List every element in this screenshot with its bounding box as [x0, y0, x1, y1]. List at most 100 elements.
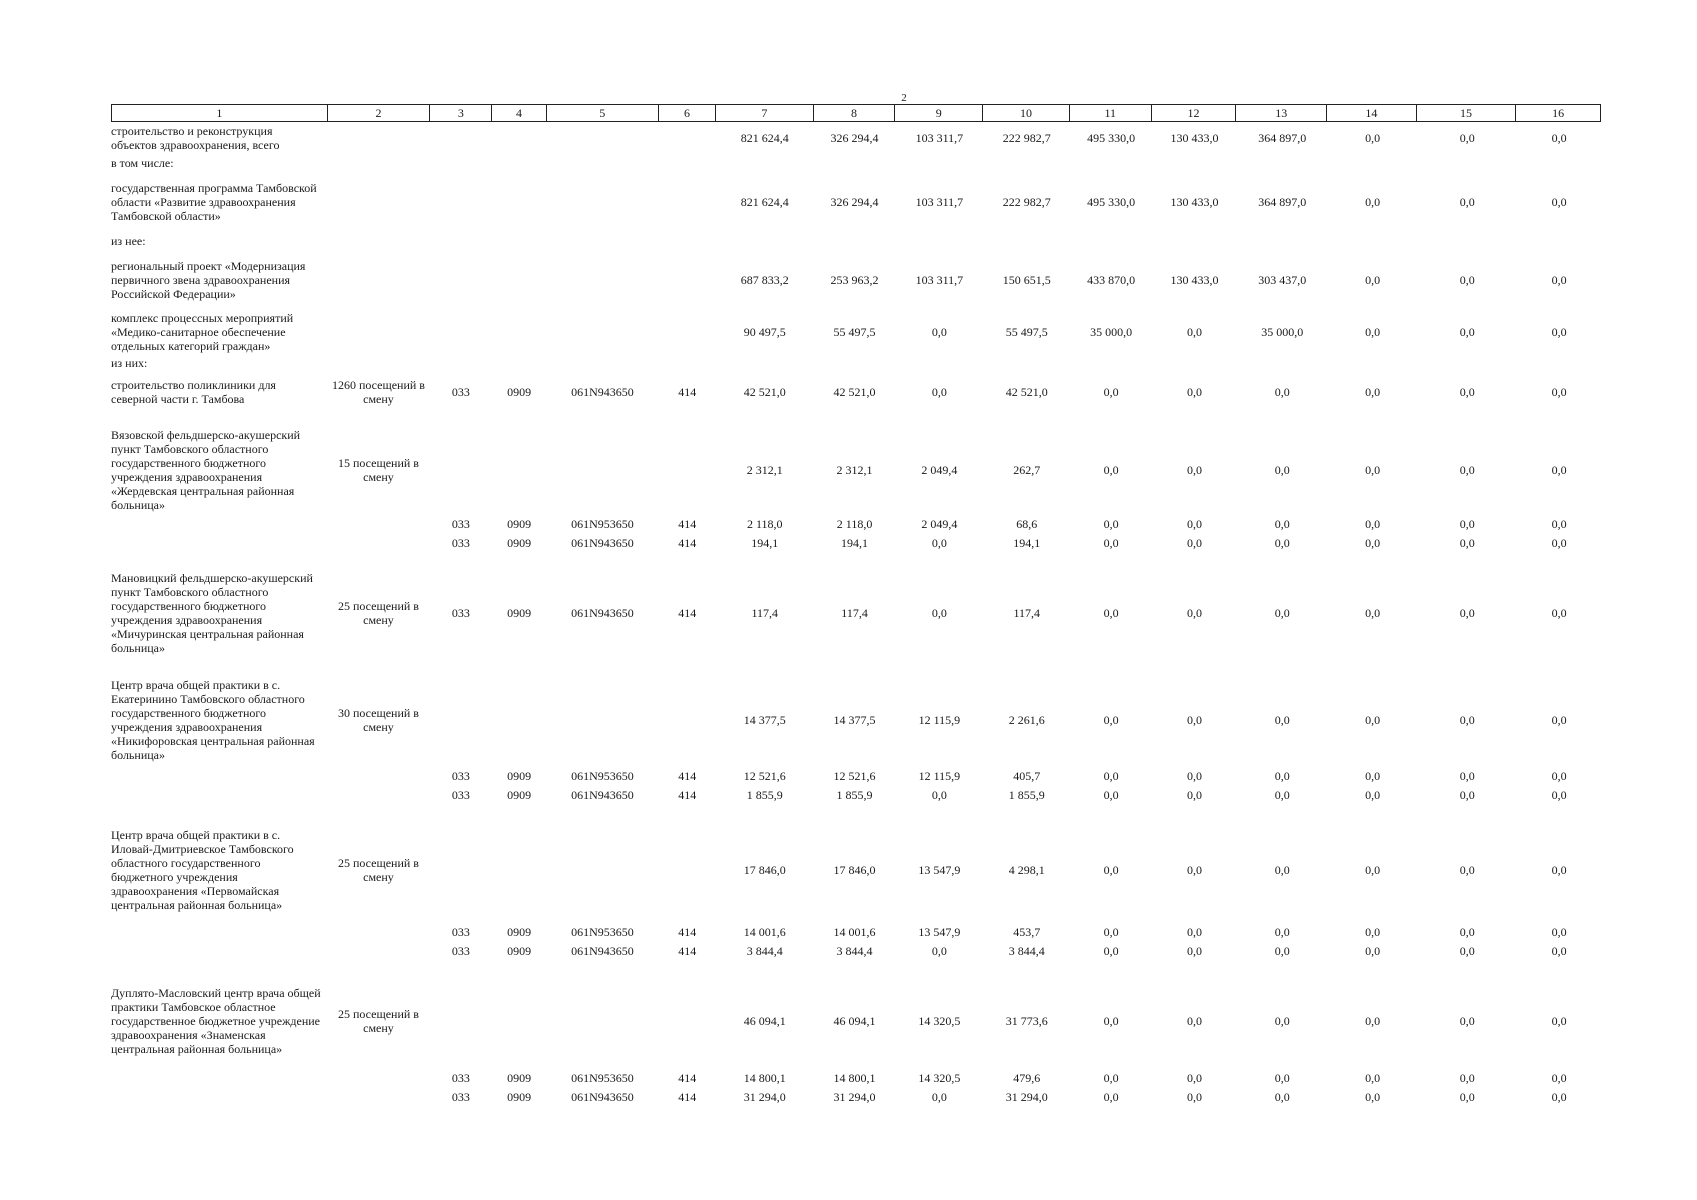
section-code: 0909: [507, 924, 532, 939]
value-col-10: 117,4: [1013, 606, 1040, 620]
target-code: 061N953650: [571, 516, 634, 531]
expense-type-code: 414: [678, 1089, 697, 1104]
value-col-7: 12 521,6: [743, 768, 786, 783]
value-col-15: 0,0: [1459, 863, 1475, 877]
value-col-10: 453,7: [1013, 924, 1041, 939]
value-col-10: 55 497,5: [1005, 325, 1048, 339]
capacity: 25 посещений в смену: [337, 599, 419, 627]
header-col-13: 13: [1236, 105, 1328, 121]
value-col-7: 3 844,4: [746, 943, 783, 958]
object-name: Вязовской фельдшерско-акушерский пункт Т…: [111, 428, 301, 512]
value-col-11: 0,0: [1103, 516, 1119, 531]
value-col-10: 31 773,6: [1005, 1014, 1048, 1028]
value-col-9: 103 311,7: [915, 195, 964, 209]
value-col-15: 0,0: [1459, 131, 1475, 145]
value-col-10: 194,1: [1013, 535, 1041, 550]
value-col-8: 2 118,0: [836, 516, 873, 531]
value-col-7: 687 833,2: [740, 273, 789, 287]
target-code: 061N943650: [571, 1089, 634, 1104]
value-col-7: 2 118,0: [746, 516, 783, 531]
value-col-15: 0,0: [1459, 787, 1475, 802]
sub-row: 033 0909 061N943650 414 194,1 194,1 0,0 194,1 0,…: [111, 533, 1601, 552]
value-col-16: 0,0: [1551, 385, 1567, 399]
ministry-code: 033: [451, 943, 470, 958]
row-spacer: [111, 660, 1601, 674]
header-col-2: 2: [328, 105, 431, 121]
object-name: строительство и реконструкция объектов з…: [111, 124, 280, 152]
section-label-row: из нее:: [111, 232, 1601, 250]
header-col-12: 12: [1152, 105, 1237, 121]
value-col-7: 194,1: [751, 535, 779, 550]
capacity: 30 посещений в смену: [337, 706, 419, 734]
value-col-8: 14 377,5: [833, 713, 876, 727]
value-col-11: 0,0: [1103, 713, 1119, 727]
header-col-14: 14: [1327, 105, 1417, 121]
target-code: 061N953650: [571, 1070, 634, 1085]
value-col-16: 0,0: [1551, 713, 1567, 727]
value-col-13: 0,0: [1274, 713, 1290, 727]
target-code: 061N953650: [571, 924, 634, 939]
value-col-13: 0,0: [1274, 1089, 1290, 1104]
header-col-11: 11: [1070, 105, 1152, 121]
table-row: государственная программа Тамбовской обл…: [111, 172, 1601, 232]
value-col-8: 2 312,1: [836, 463, 873, 477]
value-col-11: 0,0: [1103, 863, 1119, 877]
capacity: 25 посещений в смену: [337, 1007, 419, 1035]
value-col-9: 14 320,5: [918, 1014, 961, 1028]
value-col-8: 326 294,4: [830, 131, 879, 145]
target-code: 061N943650: [571, 943, 634, 958]
target-code: 061N953650: [571, 768, 634, 783]
value-col-16: 0,0: [1551, 768, 1567, 783]
value-col-15: 0,0: [1459, 273, 1475, 287]
object-name: региональный проект «Модернизация первич…: [111, 259, 306, 301]
value-col-15: 0,0: [1459, 1070, 1475, 1085]
section-code: 0909: [507, 787, 532, 802]
value-col-14: 0,0: [1365, 535, 1381, 550]
value-col-11: 0,0: [1103, 1070, 1119, 1085]
value-col-15: 0,0: [1459, 924, 1475, 939]
table-header-row: 1 2 3 4 5 6 7 8 9 10 11 12 13 14 15 16: [111, 104, 1601, 122]
target-code: 061N943650: [571, 385, 634, 399]
expense-type-code: 414: [678, 1070, 697, 1085]
value-col-13: 35 000,0: [1261, 325, 1304, 339]
ministry-code: 033: [451, 535, 470, 550]
value-col-10: 1 855,9: [1008, 787, 1045, 802]
expense-type-code: 414: [678, 768, 697, 783]
value-col-16: 0,0: [1551, 1014, 1567, 1028]
value-col-16: 0,0: [1551, 325, 1567, 339]
value-col-11: 0,0: [1103, 924, 1119, 939]
section-label-row: в том числе:: [111, 154, 1601, 172]
header-col-16: 16: [1552, 106, 1565, 120]
value-col-15: 0,0: [1459, 325, 1475, 339]
value-col-16: 0,0: [1551, 516, 1567, 531]
table-body: строительство и реконструкция объектов з…: [111, 122, 1601, 1106]
value-col-9: 0,0: [931, 943, 947, 958]
value-col-9: 0,0: [931, 535, 947, 550]
object-name: государственная программа Тамбовской обл…: [111, 181, 317, 223]
header-col-10: 10: [983, 105, 1070, 121]
value-col-10: 262,7: [1013, 463, 1041, 477]
header-col-9: 9: [895, 105, 984, 121]
value-col-14: 0,0: [1365, 1089, 1381, 1104]
expense-type-code: 414: [678, 787, 697, 802]
row-spacer: [111, 960, 1601, 974]
value-col-7: 14 800,1: [743, 1070, 786, 1085]
value-col-9: 14 320,5: [918, 1070, 961, 1085]
value-col-15: 0,0: [1459, 463, 1475, 477]
value-col-9: 0,0: [931, 606, 947, 620]
value-col-13: 303 437,0: [1258, 273, 1307, 287]
value-col-11: 0,0: [1103, 787, 1119, 802]
row-spacer: [111, 552, 1601, 566]
table-row: Центр врача общей практики в с. Екатерин…: [111, 674, 1601, 766]
value-col-12: 0,0: [1186, 1014, 1202, 1028]
row-spacer: [111, 412, 1601, 426]
header-col-5: 5: [547, 105, 659, 121]
value-col-16: 0,0: [1551, 131, 1567, 145]
ministry-code: 033: [451, 924, 470, 939]
value-col-7: 821 624,4: [740, 131, 789, 145]
value-col-7: 14 001,6: [743, 924, 786, 939]
value-col-11: 0,0: [1103, 385, 1119, 399]
value-col-14: 0,0: [1365, 463, 1381, 477]
value-col-12: 0,0: [1186, 1089, 1202, 1104]
value-col-10: 479,6: [1013, 1070, 1041, 1085]
